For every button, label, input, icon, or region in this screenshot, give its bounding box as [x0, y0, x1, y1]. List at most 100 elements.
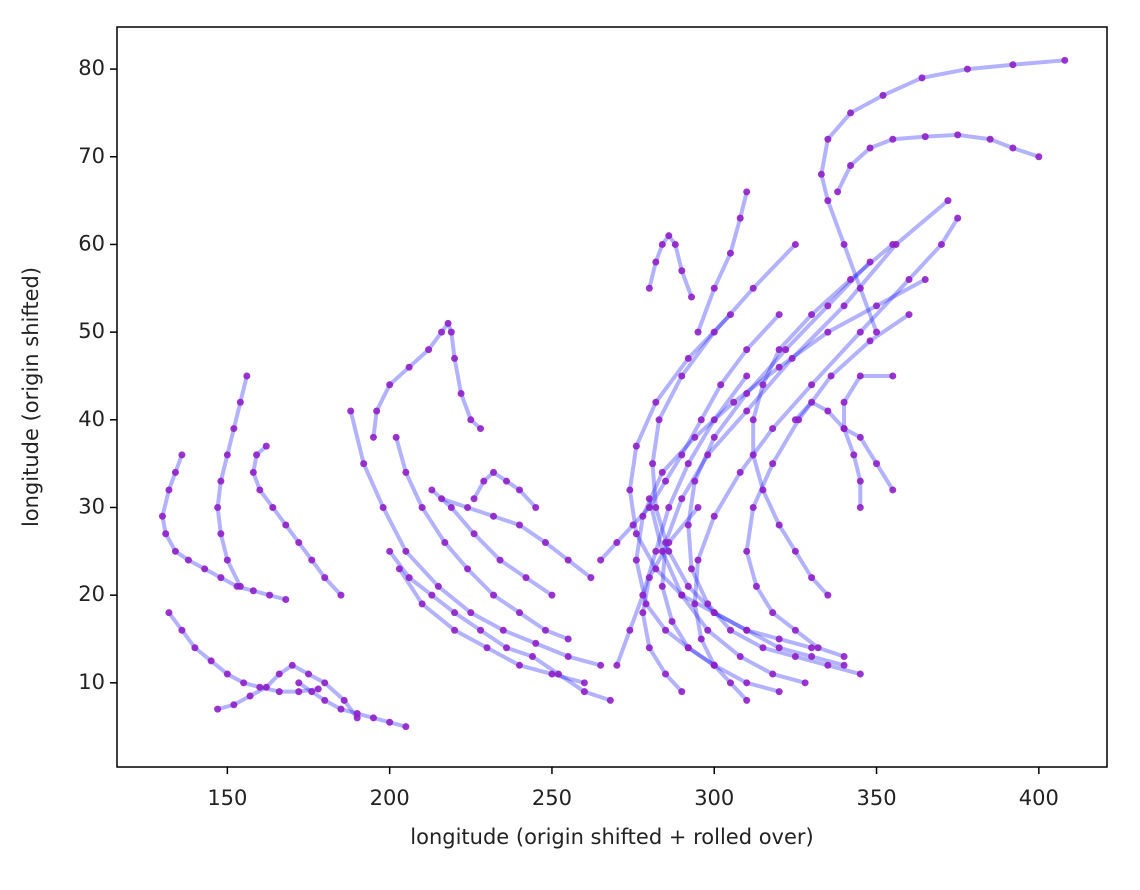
track-point: [548, 591, 556, 599]
track-point: [441, 539, 449, 547]
track-point: [652, 258, 660, 266]
y-tick-label: 70: [78, 144, 105, 168]
track-point: [405, 363, 413, 371]
track-point: [937, 240, 945, 248]
track-point: [587, 574, 595, 582]
track-point: [684, 644, 692, 652]
track-point: [353, 710, 361, 718]
track-point: [889, 240, 897, 248]
track-point: [889, 135, 897, 143]
track-point: [824, 135, 832, 143]
track-point: [337, 705, 345, 713]
track-point: [879, 91, 887, 99]
track-point: [749, 416, 757, 424]
track-point: [243, 372, 251, 380]
track-point: [467, 416, 475, 424]
track-point: [710, 512, 718, 520]
track-point: [626, 486, 634, 494]
track-point: [710, 661, 718, 669]
track-point: [658, 240, 666, 248]
track-point: [548, 670, 556, 678]
x-tick-label: 300: [694, 786, 734, 810]
track-line: [686, 260, 872, 676]
track-point: [418, 503, 426, 511]
track-point: [236, 582, 244, 590]
track-point: [457, 389, 465, 397]
track-point: [337, 591, 345, 599]
track-point: [662, 670, 670, 678]
track-point: [668, 617, 676, 625]
track-point: [171, 468, 179, 476]
track-point: [340, 696, 348, 704]
track-point: [775, 688, 783, 696]
x-tick-label: 350: [856, 786, 896, 810]
track-point: [321, 696, 329, 704]
track-point: [840, 425, 848, 433]
track-point: [645, 644, 653, 652]
track-point: [743, 679, 751, 687]
track-point: [402, 468, 410, 476]
track-point: [817, 170, 825, 178]
track-point: [726, 311, 734, 319]
track-point: [451, 626, 459, 634]
track-point: [678, 267, 686, 275]
track-point: [873, 328, 881, 336]
track-point: [655, 416, 663, 424]
track-point: [626, 626, 634, 634]
track-point: [921, 276, 929, 284]
track-point: [743, 346, 751, 354]
track-point: [554, 670, 562, 678]
track-point: [954, 131, 962, 139]
track-point: [178, 626, 186, 634]
track-point: [262, 683, 270, 691]
track-point: [645, 495, 653, 503]
track-point: [515, 609, 523, 617]
track-point: [730, 398, 738, 406]
track-point: [402, 723, 410, 731]
track-point: [503, 644, 511, 652]
track-point: [678, 495, 686, 503]
track-point: [801, 679, 809, 687]
track-point: [1035, 153, 1043, 161]
track-line: [472, 470, 538, 509]
track-point: [217, 574, 225, 582]
track-point: [158, 512, 166, 520]
track-point: [743, 626, 751, 634]
track-point: [691, 433, 699, 441]
track-point: [223, 556, 231, 564]
track-point: [564, 635, 572, 643]
track-point: [288, 661, 296, 669]
track-point: [379, 503, 387, 511]
track-point: [688, 293, 696, 301]
track-point: [652, 565, 660, 573]
track-point: [402, 547, 410, 555]
track-point: [347, 407, 355, 415]
track-point: [743, 389, 751, 397]
track-point: [704, 600, 712, 608]
y-tick-label: 80: [78, 56, 105, 80]
track-point: [963, 65, 971, 73]
track-point: [791, 240, 799, 248]
track-point: [856, 670, 864, 678]
track-point: [856, 284, 864, 292]
track-point: [749, 451, 757, 459]
track-point: [697, 635, 705, 643]
track-point: [840, 661, 848, 669]
x-tick-label: 250: [532, 786, 572, 810]
track-point: [710, 416, 718, 424]
track-point: [866, 258, 874, 266]
track-point: [889, 486, 897, 494]
track-point: [824, 328, 832, 336]
track-point: [613, 539, 621, 547]
track-point: [256, 486, 264, 494]
track-point: [477, 626, 485, 634]
track-line: [835, 132, 1040, 193]
track-point: [662, 477, 670, 485]
track-point: [717, 381, 725, 389]
track-point: [490, 591, 498, 599]
track-point: [201, 565, 209, 573]
track-point: [162, 530, 170, 538]
track-point: [856, 503, 864, 511]
track-point: [704, 451, 712, 459]
track-point: [477, 425, 485, 433]
